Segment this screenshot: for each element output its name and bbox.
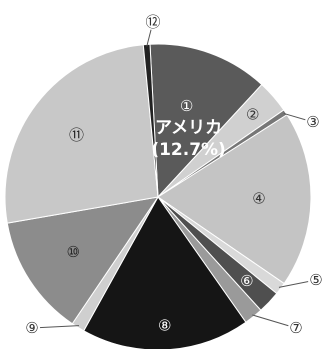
label-backdrop-12 (145, 14, 161, 30)
pie-slice-1 (149, 43, 263, 199)
label-backdrop-7 (288, 320, 304, 336)
slice-number-9: ⑨ (25, 319, 38, 337)
leader-lines (24, 14, 324, 336)
label-backdrop-5 (308, 272, 324, 288)
slice-value-1: (12.7%) (151, 140, 226, 160)
label-backdrop-9 (24, 320, 40, 336)
slice-number-4: ④ (252, 190, 265, 208)
slice-number-7: ⑦ (289, 319, 302, 337)
slice-number-2: ② (246, 106, 259, 124)
pie-slices (4, 43, 312, 349)
slice-number-5: ⑤ (309, 271, 322, 289)
slice-labels: ① アメリカ(12.7%) ② ③ ④ ⑤ ⑥ ⑦ ⑧ ⑨ ⑩ ⑪ ⑫ (25, 13, 322, 337)
slice-number-12: ⑫ (145, 13, 160, 31)
pie-slice-4 (157, 114, 312, 285)
pie-slice-11 (4, 44, 159, 224)
slice-number-6: ⑥ (240, 272, 253, 290)
label-backdrop-3 (305, 114, 321, 130)
slice-number-1: ① (180, 97, 193, 115)
slice-number-3: ③ (306, 113, 319, 131)
slice-number-8: ⑧ (158, 316, 171, 334)
pie-slice-8 (83, 196, 247, 349)
slice-name-1: アメリカ (155, 118, 222, 138)
slice-number-10: ⑩ (66, 243, 79, 261)
pie-slice-12 (142, 43, 159, 198)
pie-slice-10 (6, 196, 160, 325)
slice-number-11: ⑪ (69, 126, 84, 144)
